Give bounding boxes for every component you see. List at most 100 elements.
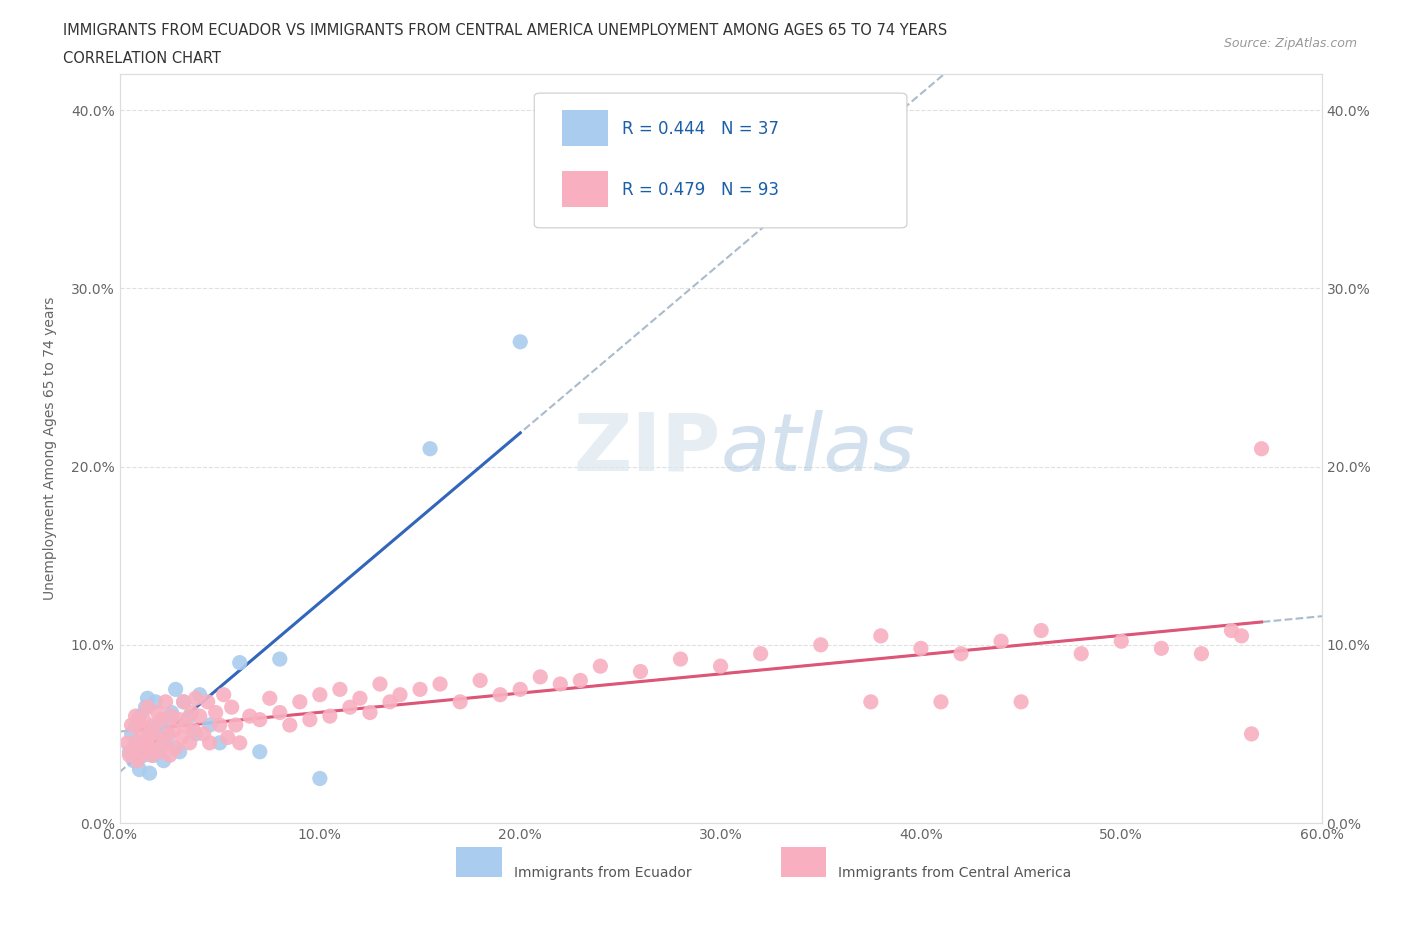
Point	[550, 677, 572, 692]
Point	[128, 709, 150, 724]
Point	[160, 705, 183, 720]
Point	[1150, 641, 1173, 656]
Point	[188, 687, 211, 702]
Point	[169, 712, 191, 727]
Text: CORRELATION CHART: CORRELATION CHART	[63, 51, 221, 66]
Text: Immigrants from Ecuador: Immigrants from Ecuador	[513, 867, 692, 881]
Point	[319, 709, 342, 724]
Point	[149, 744, 172, 759]
Point	[117, 736, 139, 751]
Point	[929, 695, 952, 710]
Point	[225, 718, 247, 733]
Point	[132, 712, 155, 727]
Point	[122, 753, 145, 768]
Point	[910, 641, 932, 656]
Point	[228, 656, 252, 671]
Point	[146, 718, 169, 733]
Text: R = 0.479   N = 93: R = 0.479 N = 93	[621, 181, 779, 199]
Point	[159, 748, 181, 763]
Point	[145, 730, 167, 745]
Y-axis label: Unemployment Among Ages 65 to 74 years: Unemployment Among Ages 65 to 74 years	[44, 297, 56, 601]
FancyBboxPatch shape	[456, 847, 502, 877]
Point	[1250, 442, 1272, 457]
Point	[1191, 646, 1213, 661]
Point	[142, 718, 165, 733]
Point	[259, 691, 281, 706]
Point	[869, 629, 893, 644]
Point	[193, 726, 215, 741]
Point	[179, 709, 201, 724]
Point	[388, 687, 412, 702]
Point	[208, 718, 231, 733]
Point	[138, 740, 160, 755]
Point	[198, 736, 221, 751]
Point	[198, 718, 221, 733]
Point	[122, 740, 145, 755]
FancyBboxPatch shape	[780, 847, 827, 877]
Point	[204, 705, 226, 720]
Point	[339, 699, 361, 714]
Point	[170, 730, 193, 745]
Point	[184, 726, 207, 741]
Point	[183, 723, 205, 737]
Text: ZIP: ZIP	[574, 410, 720, 487]
Point	[468, 673, 492, 688]
Point	[118, 744, 141, 759]
Point	[489, 687, 512, 702]
Point	[165, 682, 187, 697]
Point	[128, 763, 150, 777]
Point	[155, 695, 177, 710]
Point	[150, 712, 173, 727]
Point	[249, 712, 271, 727]
Point	[150, 726, 173, 741]
Point	[169, 744, 191, 759]
Point	[121, 718, 143, 733]
Point	[349, 691, 371, 706]
Point	[1111, 634, 1133, 649]
Point	[138, 740, 160, 755]
Point	[309, 687, 332, 702]
Point	[990, 634, 1012, 649]
Point	[156, 726, 179, 741]
Point	[709, 658, 731, 673]
Point	[212, 687, 235, 702]
Point	[1070, 646, 1092, 661]
Point	[160, 709, 183, 724]
Point	[155, 712, 177, 727]
Point	[378, 695, 401, 710]
Point	[188, 709, 211, 724]
Point	[228, 736, 252, 751]
Point	[135, 736, 157, 751]
Point	[152, 736, 174, 751]
Point	[239, 709, 262, 724]
Point	[197, 695, 219, 710]
Point	[131, 736, 153, 751]
FancyBboxPatch shape	[562, 111, 607, 146]
Point	[309, 771, 332, 786]
Point	[156, 736, 179, 751]
Point	[1240, 726, 1263, 741]
Point	[124, 709, 146, 724]
Point	[173, 695, 195, 710]
Point	[124, 718, 146, 733]
Point	[269, 652, 291, 667]
Point	[569, 673, 592, 688]
Point	[149, 744, 172, 759]
Point	[118, 748, 141, 763]
Point	[128, 718, 150, 733]
Point	[146, 705, 169, 720]
Point	[141, 748, 163, 763]
Point	[152, 753, 174, 768]
Point	[208, 736, 231, 751]
Point	[131, 744, 153, 759]
Point	[288, 695, 311, 710]
Point	[136, 699, 159, 714]
Text: R = 0.444   N = 37: R = 0.444 N = 37	[621, 120, 779, 138]
Point	[145, 695, 167, 710]
Point	[162, 723, 184, 737]
Point	[127, 736, 149, 751]
Text: IMMIGRANTS FROM ECUADOR VS IMMIGRANTS FROM CENTRAL AMERICA UNEMPLOYMENT AMONG AG: IMMIGRANTS FROM ECUADOR VS IMMIGRANTS FR…	[63, 23, 948, 38]
Point	[1029, 623, 1052, 638]
Point	[142, 748, 165, 763]
Point	[859, 695, 882, 710]
